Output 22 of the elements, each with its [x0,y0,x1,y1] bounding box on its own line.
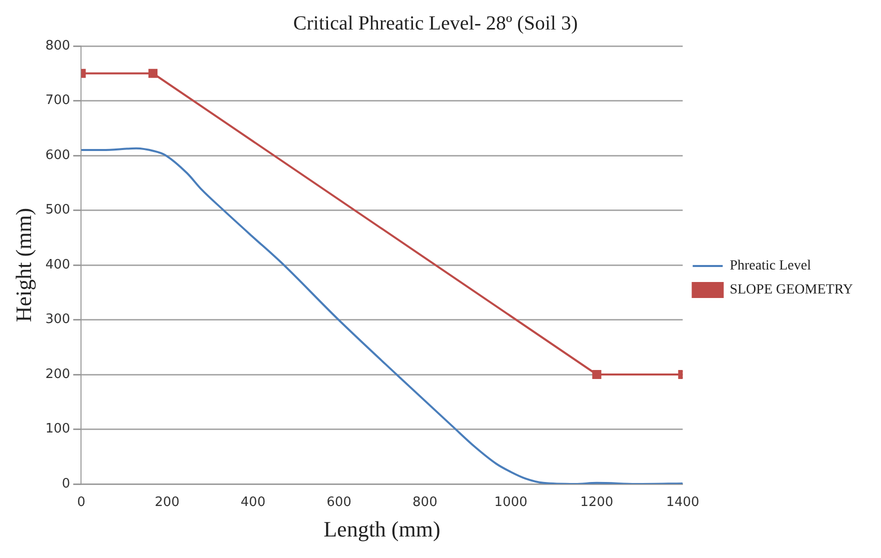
x-tick-label: 1400 [666,495,700,510]
y-tick-label: 700 [45,93,70,108]
y-tick-label: 100 [45,422,70,437]
y-tick-label: 200 [45,366,70,382]
x-tick-label: 1000 [494,495,528,510]
y-tick-label: 800 [45,38,70,54]
y-axis-title: Height (mm) [10,208,36,322]
y-tick-label: 600 [45,148,70,163]
y-tick-label: 400 [45,257,70,272]
x-tick-label: 800 [412,495,438,510]
y-tick-label: 300 [45,312,70,328]
y-tick-label: 0 [62,476,70,492]
chart-title: Critical Phreatic Level- 28º (Soil 3) [293,12,578,34]
y-tick-label: 500 [45,202,70,218]
x-tick-label: 600 [326,495,352,510]
x-axis-title: Length (mm) [324,516,440,542]
x-tick-label: 400 [240,495,266,510]
legend-label: SLOPE GEOMETRY [730,282,854,298]
x-tick-label: 200 [154,495,180,510]
x-tick-label: 0 [77,495,86,510]
legend-label: Phreatic Level [730,258,812,274]
x-tick-label: 1200 [580,495,614,510]
